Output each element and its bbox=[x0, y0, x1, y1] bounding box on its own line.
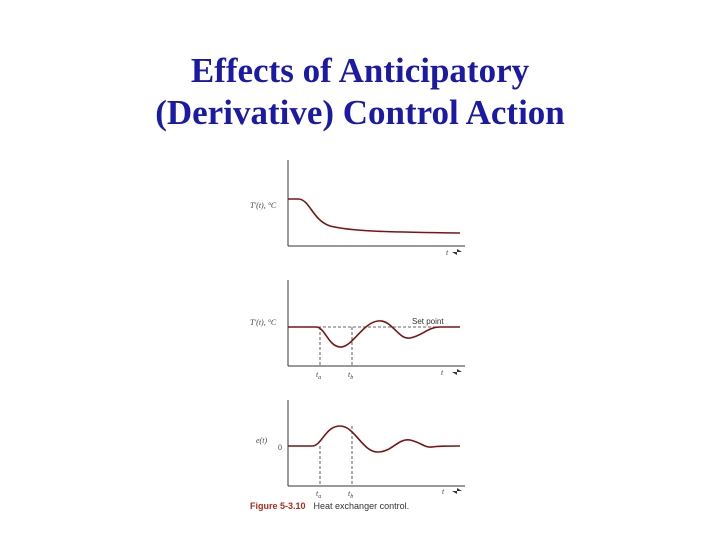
panel-2-arrow-icon bbox=[452, 369, 462, 375]
panel-1-arrow-icon bbox=[452, 249, 462, 255]
panel-1-ylabel: T'(t), °C bbox=[250, 201, 277, 210]
figure-caption: Figure 5-3.10 Heat exchanger control. bbox=[250, 496, 409, 513]
panel-3-xlabel: t bbox=[442, 487, 445, 496]
panel-2-curve bbox=[288, 320, 460, 348]
panel-2-setpoint-label: Set point bbox=[412, 317, 444, 326]
title-line-2: (Derivative) Control Action bbox=[155, 93, 565, 132]
caption-number: Figure 5-3.10 bbox=[250, 501, 306, 511]
panel-3-zero-label: 0 bbox=[278, 443, 282, 452]
panel-3-arrow-icon bbox=[452, 488, 462, 494]
panel-1-xlabel: t bbox=[446, 248, 449, 257]
panel-3-curve bbox=[288, 425, 461, 453]
panel-1-curve bbox=[288, 198, 461, 234]
panel-3-ta-label: ta bbox=[316, 489, 321, 500]
panel-2-xlabel: t bbox=[441, 368, 444, 377]
panel-3-tb-label: tb bbox=[348, 489, 353, 500]
panel-1: T'(t), °C t bbox=[250, 160, 465, 257]
panel-2-ta-label: ta bbox=[316, 370, 321, 381]
panel-3-ylabel: e(t) bbox=[256, 436, 267, 445]
panel-2-ylabel: T'(t), °C bbox=[250, 318, 277, 327]
caption-text: Heat exchanger control. bbox=[314, 501, 410, 511]
title-line-1: Effects of Anticipatory bbox=[190, 51, 530, 90]
panel-2: Set point T'(t), °C ta tb t bbox=[250, 280, 465, 381]
slide-title: Effects of Anticipatory (Derivative) Con… bbox=[0, 50, 720, 134]
panel-3: e(t) 0 ta tb t bbox=[256, 400, 465, 500]
panel-2-tb-label: tb bbox=[348, 370, 353, 381]
